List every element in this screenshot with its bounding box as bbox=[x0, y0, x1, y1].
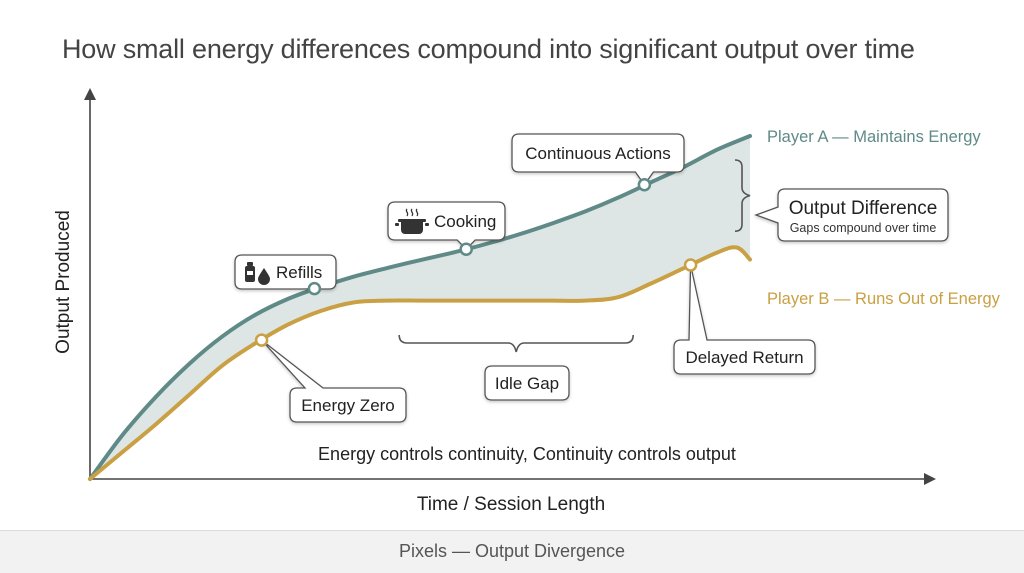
marker-cooking bbox=[459, 242, 473, 256]
callout-label-continuous-actions: Continuous Actions bbox=[525, 144, 671, 163]
callout-label-refills: Refills bbox=[276, 263, 322, 282]
callout-label-idle-gap: Idle Gap bbox=[495, 374, 559, 393]
y-axis-arrowhead bbox=[84, 88, 96, 100]
callout-label-output-difference: Output Difference bbox=[789, 198, 938, 219]
callout-delayed-return-bubble bbox=[673, 264, 816, 375]
callout-label-cooking: Cooking bbox=[434, 212, 496, 231]
series-line-player-b bbox=[88, 245, 752, 481]
callout-energy-zero-bubble bbox=[261, 339, 407, 423]
marker-delayed-return bbox=[683, 258, 698, 272]
marker-continuous-actions bbox=[637, 177, 652, 192]
callout-sublabel-output-difference: Gaps compound over time bbox=[790, 221, 937, 235]
callout-cooking: Cooking bbox=[387, 201, 506, 251]
bottle-drop-icon bbox=[245, 262, 270, 285]
marker-energy-zero bbox=[254, 333, 269, 347]
divergence-area bbox=[90, 136, 750, 479]
x-axis-label: Time / Session Length bbox=[417, 494, 605, 515]
cooking-pot-icon bbox=[395, 208, 429, 234]
x-axis-arrowhead bbox=[924, 473, 936, 485]
callout-energy-zero: Energy Zero bbox=[261, 339, 407, 423]
callout-output-difference-bubble bbox=[754, 188, 949, 242]
callout-output-difference: Output Difference Gaps compound over time bbox=[754, 188, 949, 242]
callout-idle-gap: Idle Gap bbox=[484, 365, 570, 401]
figure-caption: Pixels — Output Divergence bbox=[398, 541, 626, 561]
callout-label-energy-zero: Energy Zero bbox=[301, 396, 395, 415]
callout-label-delayed-return: Delayed Return bbox=[685, 348, 803, 367]
callout-refills: Refills bbox=[234, 254, 337, 290]
callout-continuous-actions: Continuous Actions bbox=[511, 133, 685, 186]
chart-canvas: Refills Cooking Continuous Actions Energy Z… bbox=[53, 88, 1001, 515]
idle-gap-bracket bbox=[398, 334, 634, 353]
callout-idle-gap-bubble bbox=[484, 365, 570, 401]
legend-player-a: Player A — Maintains Energy bbox=[767, 128, 981, 146]
y-axis-label: Output Produced bbox=[53, 210, 74, 354]
marker-refills bbox=[307, 281, 322, 296]
footer-band bbox=[0, 530, 1024, 573]
callout-delayed-return: Delayed Return bbox=[673, 264, 816, 375]
callout-continuous-actions-bubble bbox=[511, 133, 685, 186]
axes bbox=[84, 88, 936, 485]
legend-player-b: Player B — Runs Out of Energy bbox=[767, 290, 1001, 308]
output-difference-bracket bbox=[734, 159, 751, 232]
chart-title: How small energy differences compound in… bbox=[62, 34, 915, 64]
center-note: Energy controls continuity, Continuity c… bbox=[318, 444, 736, 464]
